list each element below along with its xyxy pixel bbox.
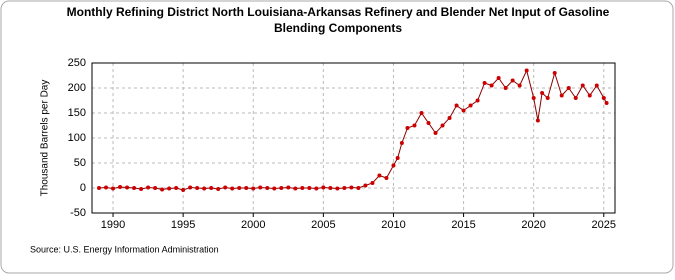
data-point bbox=[216, 187, 221, 191]
frame bbox=[0, 0, 674, 274]
data-point bbox=[489, 83, 494, 88]
data-point bbox=[475, 98, 480, 103]
data-point bbox=[125, 185, 130, 190]
data-point bbox=[335, 186, 340, 191]
data-point bbox=[377, 173, 382, 178]
data-point bbox=[535, 118, 540, 123]
chart-title: Blending Components bbox=[274, 21, 402, 35]
x-tick-label: 2015 bbox=[451, 219, 475, 231]
data-point bbox=[286, 185, 291, 190]
data-point bbox=[167, 186, 172, 191]
data-point bbox=[454, 103, 459, 108]
data-point bbox=[356, 186, 361, 190]
data-point bbox=[328, 186, 333, 190]
data-point bbox=[188, 185, 193, 190]
data-point bbox=[580, 83, 585, 88]
data-point bbox=[482, 81, 487, 85]
y-tick-label: 0 bbox=[80, 182, 86, 194]
data-point bbox=[517, 83, 522, 88]
data-point bbox=[174, 186, 179, 190]
data-point bbox=[349, 185, 354, 190]
x-tick-label: 2005 bbox=[311, 219, 335, 231]
data-point bbox=[118, 185, 123, 189]
data-point bbox=[395, 156, 400, 160]
x-tick-label: 1990 bbox=[101, 219, 125, 231]
data-point bbox=[594, 83, 599, 88]
y-tick-label: 100 bbox=[68, 132, 86, 144]
data-point bbox=[265, 186, 270, 190]
data-point bbox=[307, 186, 312, 190]
data-point bbox=[195, 186, 200, 190]
chart-title: Monthly Refining District North Louisian… bbox=[67, 5, 610, 19]
x-tick-label: 2000 bbox=[241, 219, 265, 231]
data-point bbox=[447, 116, 452, 120]
data-point bbox=[279, 186, 284, 190]
data-point bbox=[237, 186, 242, 190]
data-point bbox=[412, 123, 417, 128]
y-tick-label: 150 bbox=[68, 107, 86, 119]
data-point bbox=[496, 76, 501, 80]
x-tick-label: 1995 bbox=[171, 219, 195, 231]
data-point bbox=[223, 185, 228, 190]
data-point bbox=[230, 186, 235, 191]
y-tick-label: 250 bbox=[68, 57, 86, 69]
data-point bbox=[363, 183, 368, 188]
data-point bbox=[524, 68, 529, 73]
data-point bbox=[510, 78, 515, 83]
data-point bbox=[132, 186, 137, 190]
data-point bbox=[97, 186, 102, 190]
data-point bbox=[104, 185, 109, 190]
series-line bbox=[98, 69, 608, 191]
y-tick-label: 50 bbox=[74, 157, 86, 169]
data-point bbox=[405, 126, 410, 130]
x-tick-label: 2025 bbox=[592, 219, 616, 231]
data-point bbox=[251, 186, 256, 191]
data-point bbox=[384, 176, 389, 180]
data-point bbox=[587, 93, 592, 98]
data-point bbox=[531, 96, 536, 100]
data-point bbox=[314, 186, 319, 191]
data-point bbox=[440, 123, 445, 128]
data-point bbox=[181, 188, 186, 192]
data-point bbox=[604, 101, 609, 105]
data-point bbox=[139, 187, 144, 191]
source: Source: U.S. Energy Information Administ… bbox=[30, 244, 219, 254]
y-tick-label: 200 bbox=[68, 82, 86, 94]
data-point bbox=[461, 108, 466, 113]
data-point bbox=[468, 103, 473, 108]
y-axis-label: Thousand Barrels per Day bbox=[40, 80, 51, 197]
data-point bbox=[202, 186, 207, 191]
data-point bbox=[559, 93, 564, 98]
data-point bbox=[272, 186, 277, 191]
data-point bbox=[426, 121, 431, 125]
data-point bbox=[601, 96, 606, 100]
data-point bbox=[540, 91, 545, 95]
data-point bbox=[258, 185, 263, 190]
data-point bbox=[370, 181, 375, 185]
data-point bbox=[146, 185, 151, 190]
data-point bbox=[433, 131, 438, 135]
x-tick-label: 2020 bbox=[521, 219, 545, 231]
y-tick-label: -50 bbox=[70, 207, 86, 219]
plot-border bbox=[91, 62, 616, 214]
data-point bbox=[111, 186, 116, 191]
data-point bbox=[160, 187, 165, 192]
data-point bbox=[391, 163, 396, 168]
data-point bbox=[419, 111, 424, 115]
data-point bbox=[153, 186, 158, 190]
x-tick-label: 2010 bbox=[381, 219, 405, 231]
data-point bbox=[321, 185, 326, 190]
data-point bbox=[209, 186, 214, 190]
data-point bbox=[399, 141, 404, 145]
data-point bbox=[503, 86, 508, 90]
data-point bbox=[293, 186, 298, 191]
data-point bbox=[342, 186, 347, 190]
data-point bbox=[566, 86, 571, 90]
data-point bbox=[300, 186, 305, 190]
data-point bbox=[545, 96, 550, 100]
data-point bbox=[244, 186, 249, 190]
data-point bbox=[552, 71, 557, 75]
data-point bbox=[573, 96, 578, 100]
